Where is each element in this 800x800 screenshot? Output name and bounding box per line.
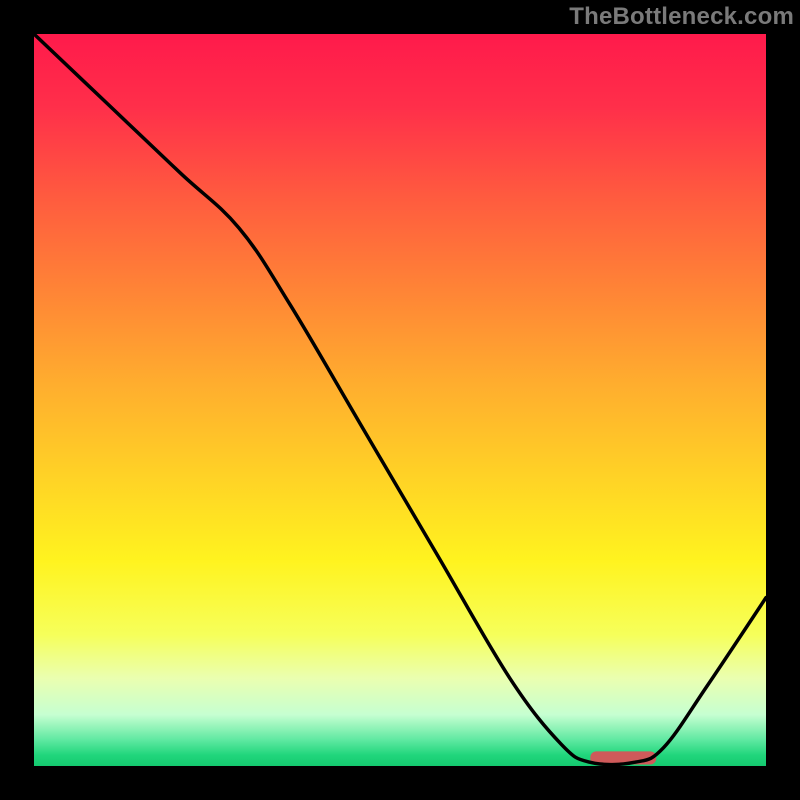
chart-container: TheBottleneck.com <box>0 0 800 800</box>
watermark-text: TheBottleneck.com <box>569 3 794 31</box>
chart-background <box>34 34 766 766</box>
bottleneck-chart <box>0 0 800 800</box>
